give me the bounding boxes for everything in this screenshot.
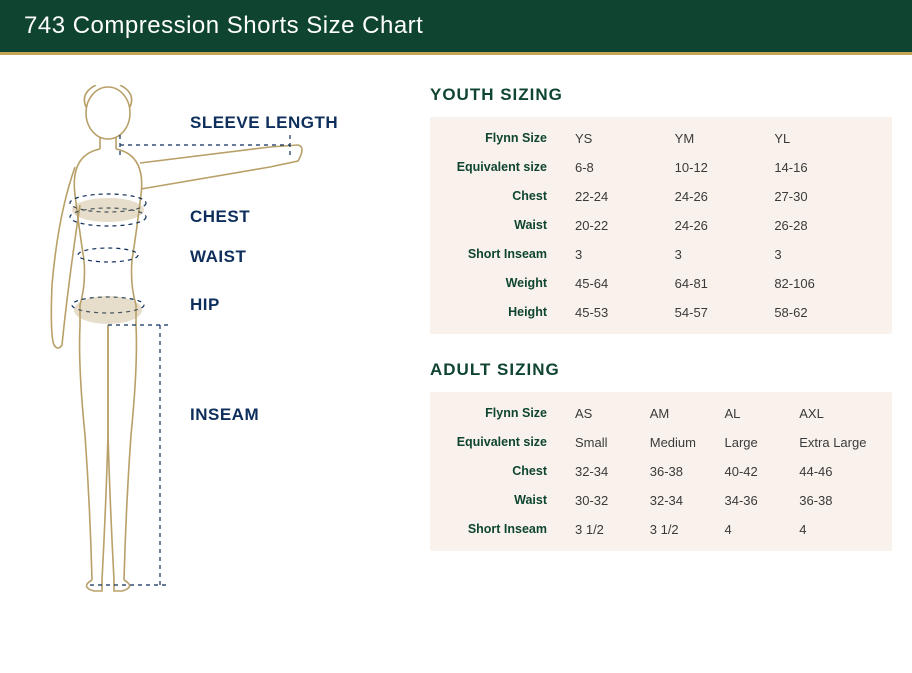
table-row-label: Waist xyxy=(430,493,575,508)
table-cell: 3 1/2 xyxy=(575,522,650,537)
table-cell: YL xyxy=(774,131,874,146)
table-cell: 36-38 xyxy=(650,464,725,479)
adult-sizing-title: ADULT SIZING xyxy=(430,360,892,380)
table-cell: 82-106 xyxy=(774,276,874,291)
youth-sizing-table: Flynn SizeYSYMYL Equivalent size6-810-121… xyxy=(430,117,892,334)
table-cell: 30-32 xyxy=(575,493,650,508)
label-waist: WAIST xyxy=(190,247,246,267)
table-cell: 6-8 xyxy=(575,160,675,175)
table-row-label: Flynn Size xyxy=(430,131,575,146)
page-title: 743 Compression Shorts Size Chart xyxy=(0,0,912,55)
table-row-label: Equivalent size xyxy=(430,160,575,175)
figure-svg xyxy=(40,85,420,615)
tables-container: YOUTH SIZING Flynn SizeYSYMYLEquivalent … xyxy=(420,85,892,668)
table-row-label: Short Inseam xyxy=(430,522,575,537)
table-cell: AM xyxy=(650,406,725,421)
table-row-label: Waist xyxy=(430,218,575,233)
table-cell: 45-53 xyxy=(575,305,675,320)
table-cell: 3 xyxy=(675,247,775,262)
youth-sizing-title: YOUTH SIZING xyxy=(430,85,892,105)
table-row-label: Short Inseam xyxy=(430,247,575,262)
label-hip: HIP xyxy=(190,295,220,315)
table-cell: AS xyxy=(575,406,650,421)
table-cell: 3 xyxy=(774,247,874,262)
table-cell: Large xyxy=(725,435,800,450)
table-row-label: Height xyxy=(430,305,575,320)
table-cell: Small xyxy=(575,435,650,450)
table-row-label: Weight xyxy=(430,276,575,291)
table-cell: 32-34 xyxy=(575,464,650,479)
table-cell: 27-30 xyxy=(774,189,874,204)
table-cell: 54-57 xyxy=(675,305,775,320)
table-cell: 34-36 xyxy=(725,493,800,508)
table-cell: 44-46 xyxy=(799,464,874,479)
table-cell: 24-26 xyxy=(675,218,775,233)
table-cell: 40-42 xyxy=(725,464,800,479)
label-chest: CHEST xyxy=(190,207,250,227)
table-cell: 4 xyxy=(799,522,874,537)
table-cell: 10-12 xyxy=(675,160,775,175)
content-area: SLEEVE LENGTH CHEST WAIST HIP INSEAM YOU… xyxy=(0,55,912,668)
table-cell: 20-22 xyxy=(575,218,675,233)
table-cell: YS xyxy=(575,131,675,146)
table-cell: 45-64 xyxy=(575,276,675,291)
table-cell: 26-28 xyxy=(774,218,874,233)
table-cell: YM xyxy=(675,131,775,146)
table-row-label: Chest xyxy=(430,189,575,204)
table-row-label: Flynn Size xyxy=(430,406,575,421)
label-sleeve-length: SLEEVE LENGTH xyxy=(190,113,338,133)
table-cell: 64-81 xyxy=(675,276,775,291)
table-cell: Extra Large xyxy=(799,435,874,450)
table-cell: 22-24 xyxy=(575,189,675,204)
table-cell: 3 xyxy=(575,247,675,262)
table-cell: 36-38 xyxy=(799,493,874,508)
table-cell: AXL xyxy=(799,406,874,421)
adult-sizing-table: Flynn SizeASAMALAXL Equivalent sizeSmallM… xyxy=(430,392,892,551)
table-row-label: Chest xyxy=(430,464,575,479)
table-row-label: Equivalent size xyxy=(430,435,575,450)
table-cell: 32-34 xyxy=(650,493,725,508)
table-cell: 14-16 xyxy=(774,160,874,175)
table-cell: 3 1/2 xyxy=(650,522,725,537)
label-inseam: INSEAM xyxy=(190,405,259,425)
table-cell: 58-62 xyxy=(774,305,874,320)
table-cell: Medium xyxy=(650,435,725,450)
table-cell: AL xyxy=(725,406,800,421)
body-diagram: SLEEVE LENGTH CHEST WAIST HIP INSEAM xyxy=(40,85,420,668)
table-cell: 4 xyxy=(725,522,800,537)
table-cell: 24-26 xyxy=(675,189,775,204)
